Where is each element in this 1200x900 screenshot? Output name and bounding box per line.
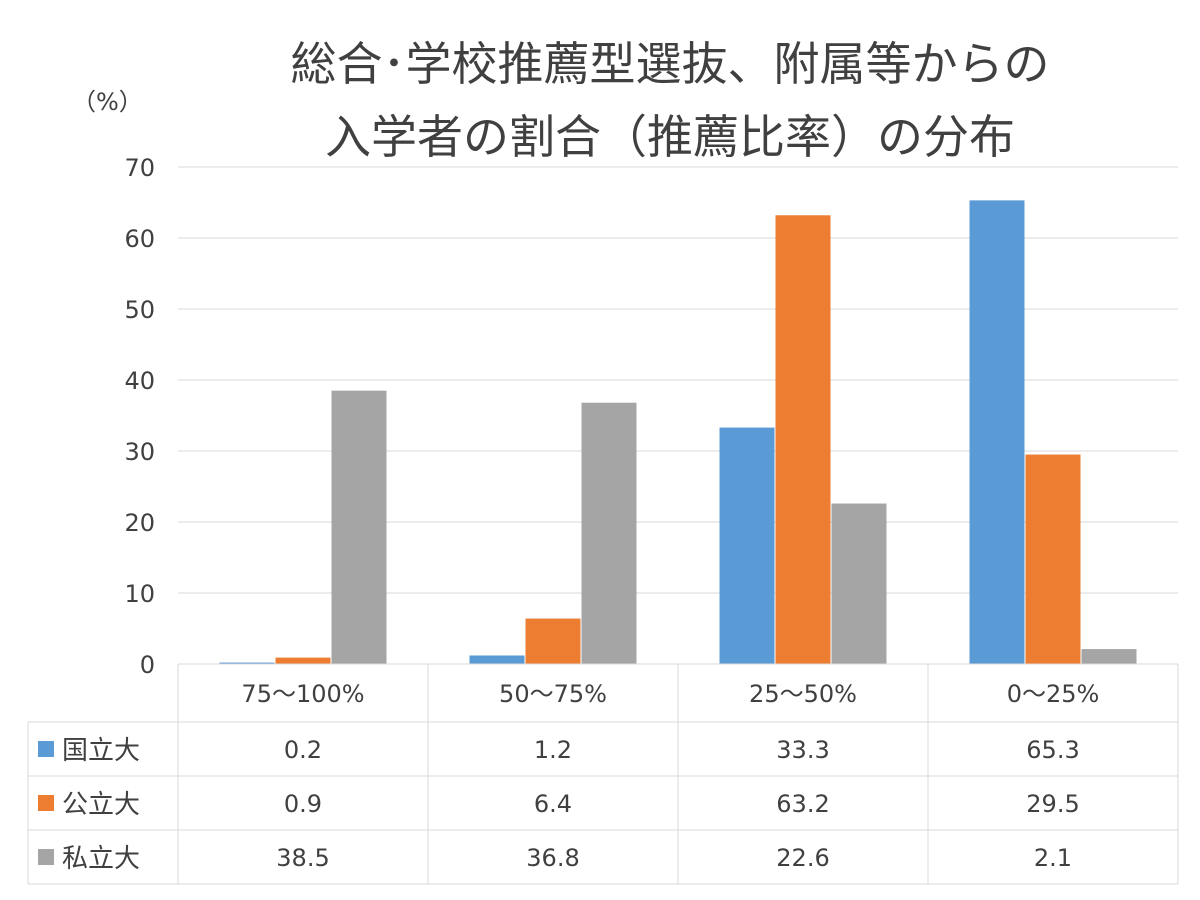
data-label: 2.1 xyxy=(1034,844,1072,872)
chart-title-line-1: 総合･学校推薦型選抜、附属等からの xyxy=(291,37,1050,91)
bar xyxy=(219,662,275,664)
data-label: 1.2 xyxy=(534,736,572,764)
legend-swatch xyxy=(38,741,54,757)
legend-label: 私立大 xyxy=(62,844,140,874)
y-tick-label: 30 xyxy=(124,438,155,466)
data-label: 36.8 xyxy=(526,844,579,872)
y-tick-label: 20 xyxy=(124,509,155,537)
bar xyxy=(775,215,831,664)
chart-title-line-2: 入学者の割合（推薦比率）の分布 xyxy=(325,110,1015,164)
x-category-label: 50～75% xyxy=(499,680,607,708)
data-table: 75～100% 50～75% 25～50% 0～25% 国立大 0.2 1.2 33.3 65.… xyxy=(27,663,1179,885)
bar xyxy=(331,390,387,664)
bar xyxy=(831,503,887,664)
bar xyxy=(581,402,637,664)
x-category-label: 0～25% xyxy=(1007,680,1100,708)
data-label: 22.6 xyxy=(776,844,829,872)
y-axis-ticks: 0 10 20 30 40 50 60 70 xyxy=(124,154,155,679)
bar xyxy=(525,618,581,664)
data-label: 33.3 xyxy=(776,736,829,764)
bar xyxy=(275,657,331,664)
y-tick-label: 50 xyxy=(124,296,155,324)
data-label: 38.5 xyxy=(276,844,329,872)
y-tick-label: 70 xyxy=(124,154,155,182)
y-tick-label: 0 xyxy=(140,651,155,679)
data-label: 65.3 xyxy=(1026,736,1079,764)
data-label: 0.9 xyxy=(284,790,322,818)
legend-swatch xyxy=(38,795,54,811)
y-tick-label: 10 xyxy=(124,580,155,608)
x-category-label: 25～50% xyxy=(749,680,857,708)
legend-swatch xyxy=(38,849,54,865)
y-tick-label: 40 xyxy=(124,367,155,395)
y-axis-label: （%） xyxy=(72,88,143,116)
bar xyxy=(1081,649,1137,664)
legend-label: 公立大 xyxy=(62,790,140,820)
data-label: 0.2 xyxy=(284,736,322,764)
bar xyxy=(719,427,775,664)
bar xyxy=(969,200,1025,664)
y-tick-label: 60 xyxy=(124,225,155,253)
legend-label: 国立大 xyxy=(62,736,140,766)
x-category-label: 75～100% xyxy=(241,680,364,708)
data-label: 6.4 xyxy=(534,790,572,818)
bar xyxy=(469,655,525,664)
data-label: 63.2 xyxy=(776,790,829,818)
bars xyxy=(219,200,1137,664)
bar xyxy=(1025,454,1081,664)
data-label: 29.5 xyxy=(1026,790,1079,818)
